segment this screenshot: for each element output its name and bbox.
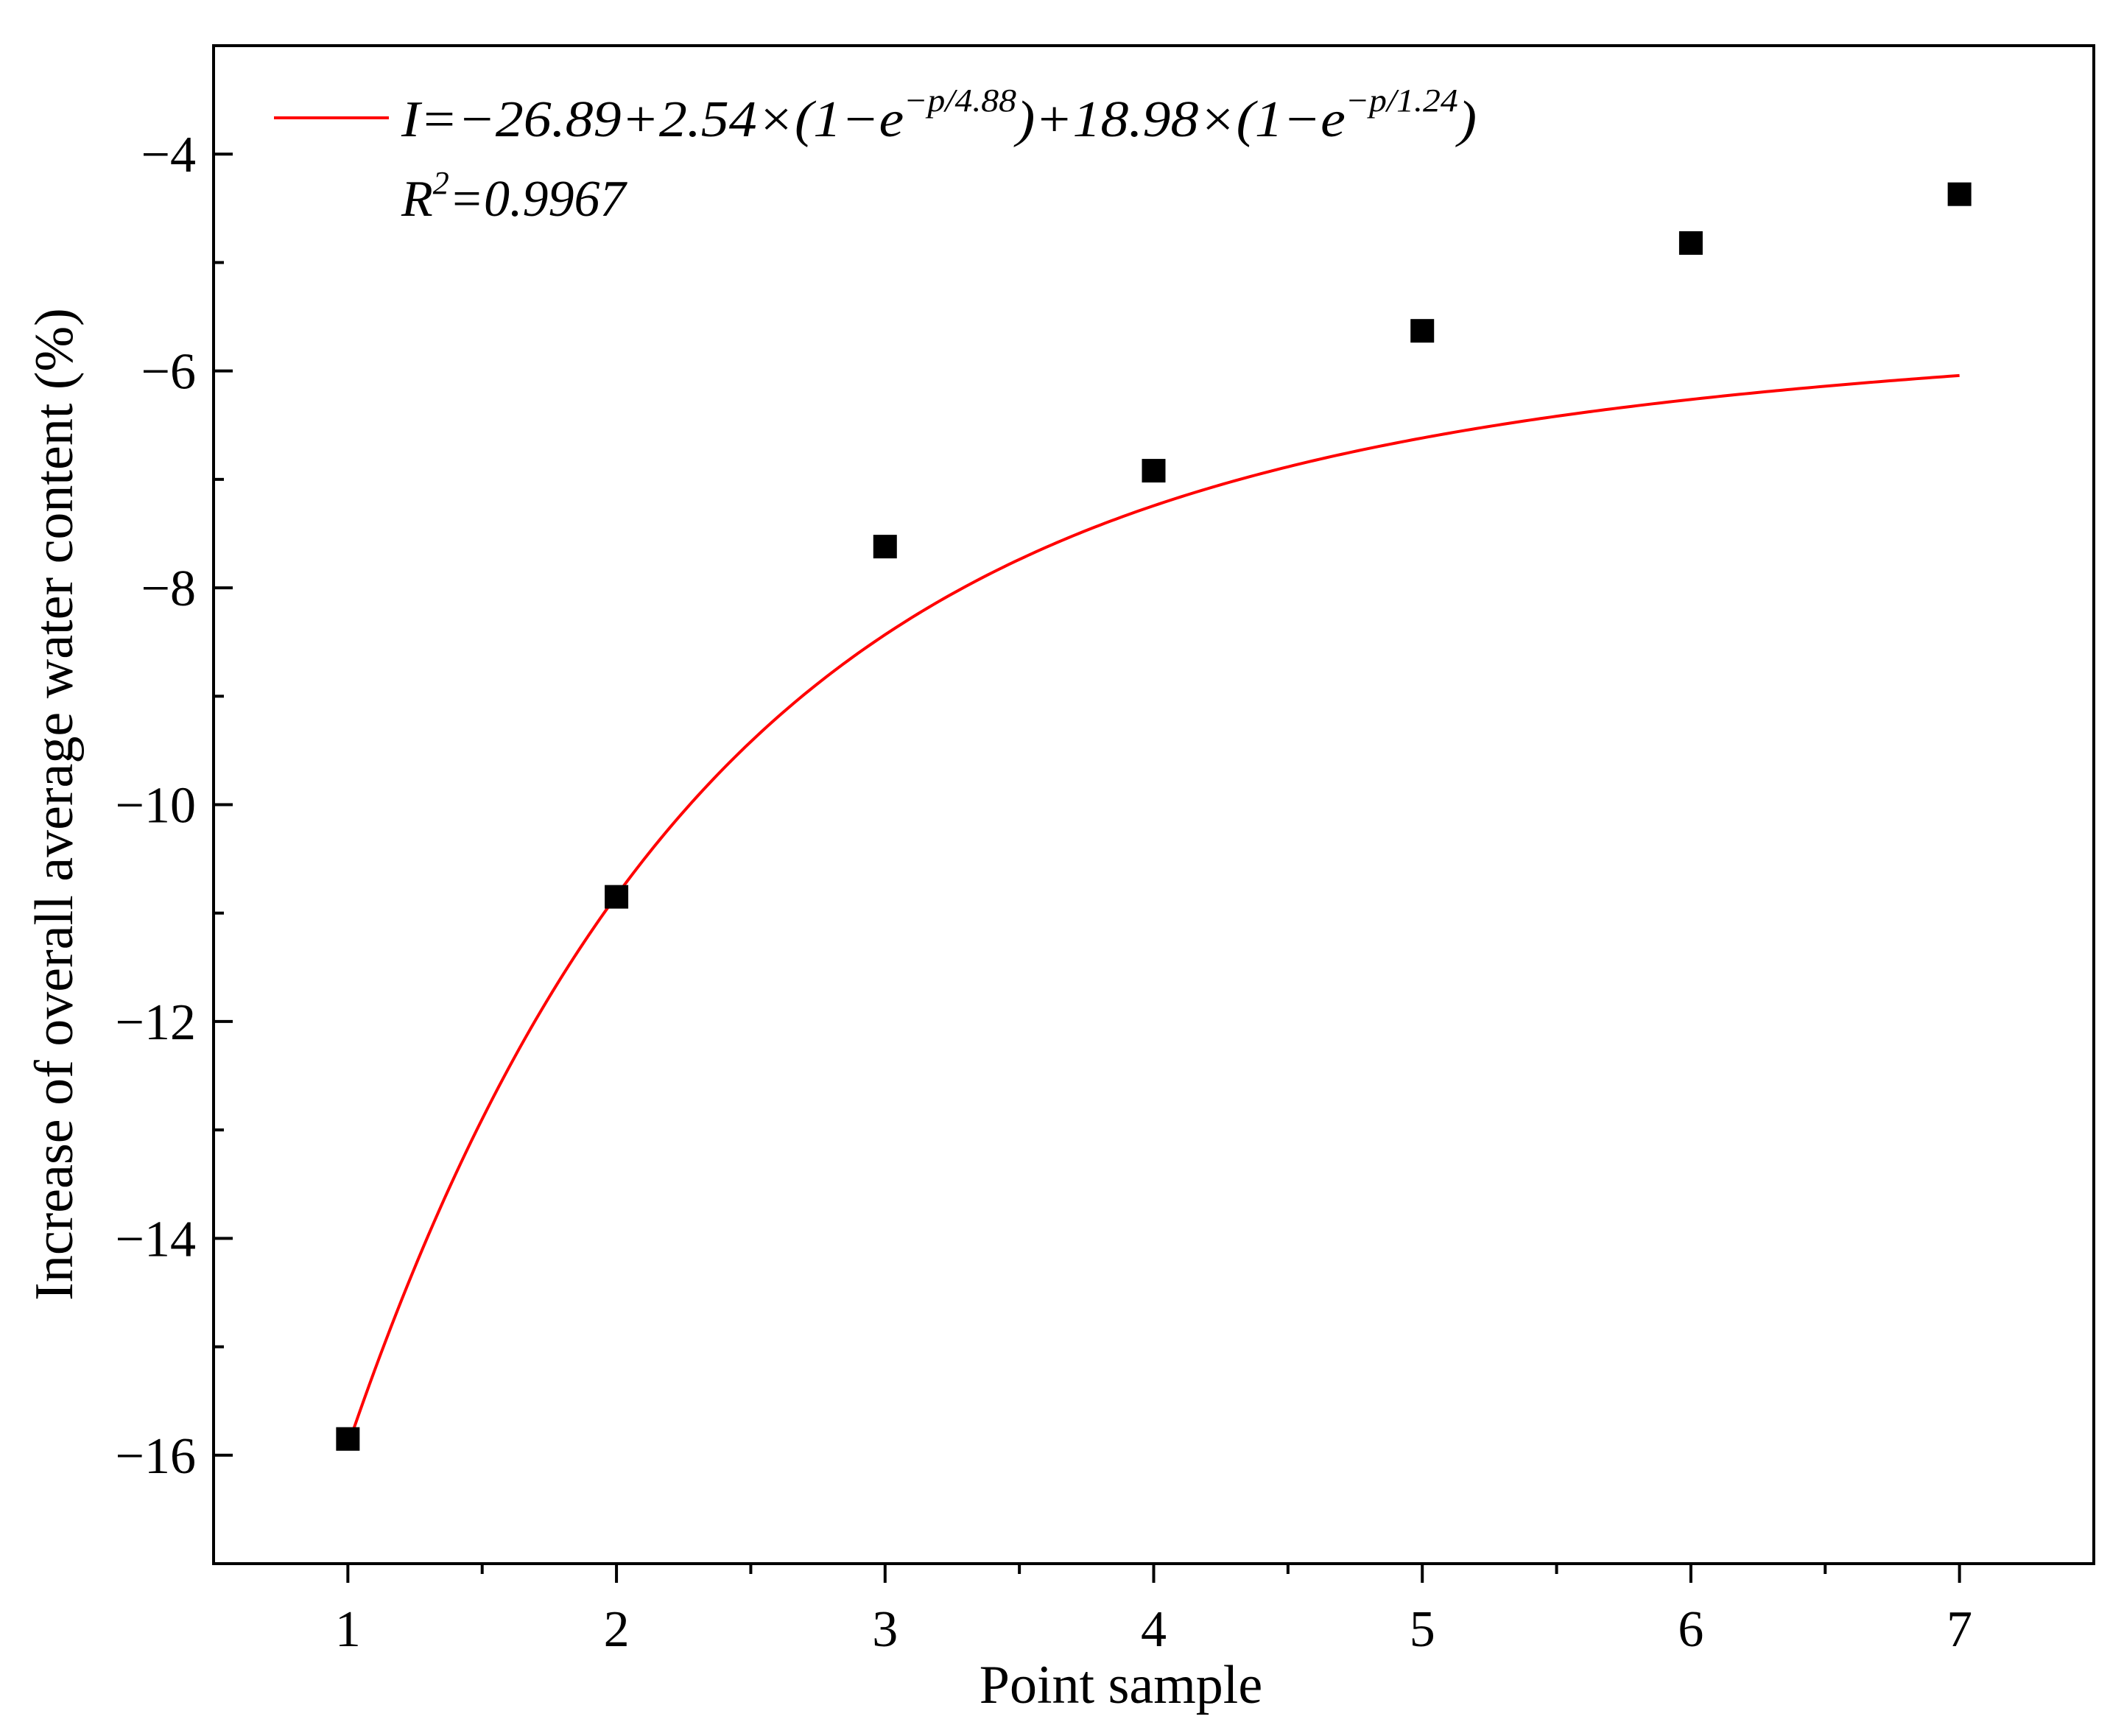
data-point [1142,459,1166,483]
x-tick-label: 3 [872,1601,898,1658]
legend-equation: I=−26.89+2.54×(1−e −p/4.88)+18.98×(1−e −p/… [401,82,1477,148]
x-tick-label: 5 [1410,1601,1435,1658]
x-axis-title: Point sample [980,1655,1262,1715]
plot-frame [212,44,2095,1565]
x-axis-ticks: 1 2 3 4 5 6 7 [335,1564,1972,1658]
x-tick-label: 6 [1678,1601,1703,1658]
y-axis-ticks: −16 −14 −12 −10 −8 −6 −4 [116,127,233,1485]
data-point [873,535,897,559]
y-tick-label: −4 [141,127,196,183]
legend: I=−26.89+2.54×(1−e −p/4.88)+18.98×(1−e −p/… [274,82,1477,228]
data-point [1947,182,1972,206]
y-tick-label: −8 [141,560,196,617]
fit-curve [346,373,1960,1447]
x-tick-label: 2 [604,1601,630,1658]
equation-exponent-1: −p/4.88 [904,82,1016,119]
data-points [336,182,1972,1451]
equation-exponent-2: −p/1.24 [1346,82,1458,119]
y-tick-label: −16 [116,1428,196,1485]
x-tick-label: 1 [335,1601,361,1658]
x-tick-label: 7 [1947,1601,1972,1658]
equation-part-1: −26.89+2.54×(1−e [458,91,904,148]
y-axis-title: Increase of overall average water conten… [24,308,85,1301]
legend-r-squared: R2=0.9967 [401,165,628,228]
y-tick-label: −6 [141,344,196,401]
y-tick-label: −12 [116,994,196,1051]
equation-lhs: I= [401,91,458,148]
equation-part-2: )+18.98×(1−e [1013,91,1346,148]
data-point [605,885,629,909]
r-squared-exponent: 2 [433,165,449,201]
y-tick-label: −10 [116,778,196,834]
r-squared-base: R [401,171,433,228]
data-point [1678,231,1703,255]
data-point [1410,319,1435,343]
data-point [336,1427,360,1451]
y-tick-label: −14 [116,1211,196,1268]
x-tick-label: 4 [1141,1601,1167,1658]
equation-part-3: ) [1455,91,1477,148]
r-squared-value: =0.9967 [449,171,628,228]
